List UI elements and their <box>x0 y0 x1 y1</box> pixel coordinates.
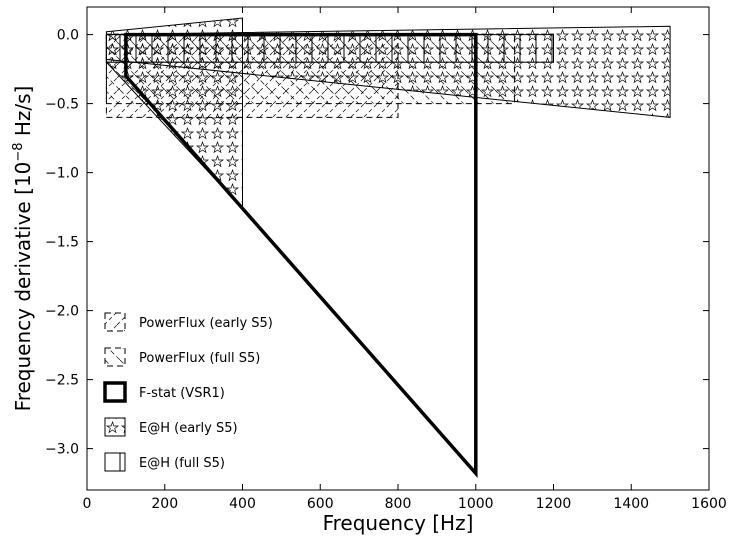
y-tick-label: −1.5 <box>45 235 79 251</box>
y-axis-label-exponent: −8 <box>11 142 26 161</box>
legend-swatch <box>104 452 126 472</box>
legend-swatch <box>104 347 126 367</box>
y-axis-label-tail: Hz/s] <box>11 86 35 143</box>
region-vlines <box>105 34 554 63</box>
x-tick-label: 600 <box>307 496 334 512</box>
legend-swatch <box>104 417 126 437</box>
y-tick-label: −3.0 <box>45 442 79 458</box>
x-axis-label: Frequency [Hz] <box>323 511 474 535</box>
x-tick-label: 1000 <box>458 496 494 512</box>
y-tick-label: −0.5 <box>45 97 79 113</box>
legend-swatch <box>104 312 126 332</box>
legend-label: E@H (early S5) <box>139 421 238 436</box>
x-axis-ticks: 0 200 400 600 800 1000 1200 1400 1600 <box>83 7 727 512</box>
x-tick-label: 400 <box>229 496 256 512</box>
y-tick-label: −2.5 <box>45 373 79 389</box>
y-tick-label: −1.0 <box>45 166 79 182</box>
x-tick-label: 1200 <box>536 496 572 512</box>
legend-label: E@H (full S5) <box>139 456 225 471</box>
x-tick-label: 200 <box>151 496 178 512</box>
y-axis-label: Frequency derivative [10−8 Hz/s] <box>11 86 35 412</box>
legend: PowerFlux (early S5) PowerFlux (full S5) F… <box>103 312 273 472</box>
legend-swatch <box>103 381 127 403</box>
y-axis-ticks: 0.0 −0.5 −1.0 −1.5 −2.0 −2.5 −3.0 <box>45 28 709 458</box>
x-tick-label: 800 <box>385 496 412 512</box>
legend-label: PowerFlux (early S5) <box>139 316 273 331</box>
chart-regions <box>105 17 671 479</box>
x-tick-label: 1400 <box>613 496 649 512</box>
x-tick-label: 0 <box>83 496 92 512</box>
y-tick-label: −2.0 <box>45 304 79 320</box>
legend-label: PowerFlux (full S5) <box>139 351 260 366</box>
y-axis-label-main: Frequency derivative [10 <box>11 162 35 412</box>
x-tick-label: 1600 <box>691 496 727 512</box>
y-tick-label: 0.0 <box>57 28 79 44</box>
region-thick-outline <box>124 32 478 479</box>
legend-label: F-stat (VSR1) <box>139 386 225 401</box>
